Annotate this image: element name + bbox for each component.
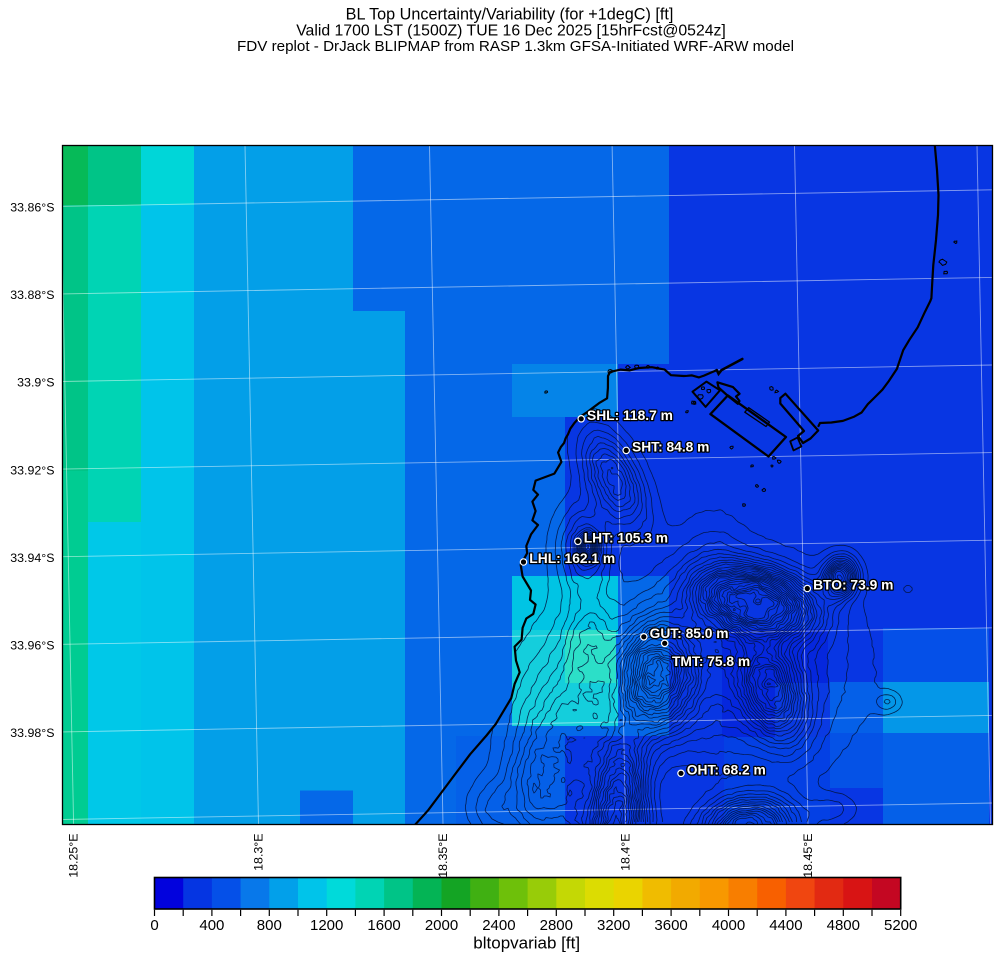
svg-text:SHL: 118.7 m: SHL: 118.7 m: [587, 408, 673, 423]
svg-text:33.86°S: 33.86°S: [10, 201, 54, 215]
svg-text:LHT: 105.3 m: LHT: 105.3 m: [584, 530, 668, 545]
svg-text:BTO: 73.9 m: BTO: 73.9 m: [813, 578, 893, 593]
svg-text:2000: 2000: [425, 917, 458, 934]
svg-text:LHL: 162.1 m: LHL: 162.1 m: [529, 551, 615, 566]
svg-text:LHT: 105.3 m: LHT: 105.3 m: [584, 530, 668, 545]
svg-text:18.35°E: 18.35°E: [436, 834, 450, 878]
svg-text:0: 0: [150, 917, 158, 934]
svg-text:5200: 5200: [884, 917, 917, 934]
svg-text:33.9°S: 33.9°S: [17, 376, 54, 390]
svg-text:800: 800: [257, 917, 282, 934]
svg-text:SHL: 118.7 m: SHL: 118.7 m: [587, 408, 673, 423]
svg-text:LHL: 162.1 m: LHL: 162.1 m: [529, 551, 615, 566]
svg-text:33.94°S: 33.94°S: [10, 551, 54, 565]
svg-text:4800: 4800: [827, 917, 860, 934]
svg-text:OHT: 68.2 m: OHT: 68.2 m: [687, 762, 766, 777]
svg-text:4000: 4000: [712, 917, 745, 934]
svg-text:bltopvariab [ft]: bltopvariab [ft]: [473, 934, 580, 953]
svg-text:FDV replot - DrJack BLIPMAP fr: FDV replot - DrJack BLIPMAP from RASP 1.…: [237, 38, 794, 55]
svg-text:3200: 3200: [597, 917, 630, 934]
svg-text:1600: 1600: [367, 917, 400, 934]
svg-text:18.3°E: 18.3°E: [252, 834, 266, 871]
svg-text:BTO: 73.9 m: BTO: 73.9 m: [813, 578, 893, 593]
svg-text:33.88°S: 33.88°S: [10, 288, 54, 302]
svg-text:1200: 1200: [310, 917, 343, 934]
svg-text:SHT: 84.8 m: SHT: 84.8 m: [632, 439, 709, 454]
svg-text:Valid 1700 LST (1500Z) TUE 16: Valid 1700 LST (1500Z) TUE 16 Dec 2025 […: [296, 23, 726, 40]
svg-text:18.45°E: 18.45°E: [801, 834, 815, 878]
svg-text:SHT: 84.8 m: SHT: 84.8 m: [632, 439, 709, 454]
svg-text:18.4°E: 18.4°E: [619, 834, 633, 871]
svg-text:OHT: 68.2 m: OHT: 68.2 m: [687, 762, 766, 777]
svg-text:4400: 4400: [769, 917, 802, 934]
svg-text:2400: 2400: [482, 917, 515, 934]
svg-text:18.25°E: 18.25°E: [67, 834, 81, 878]
svg-text:3600: 3600: [654, 917, 687, 934]
svg-text:GUT: 85.0 m: GUT: 85.0 m: [650, 626, 729, 641]
svg-text:33.98°S: 33.98°S: [10, 726, 54, 740]
svg-text:33.92°S: 33.92°S: [10, 463, 54, 477]
svg-text:400: 400: [199, 917, 224, 934]
svg-text:TMT: 75.8 m: TMT: 75.8 m: [672, 654, 750, 669]
svg-text:TMT: 75.8 m: TMT: 75.8 m: [672, 654, 750, 669]
svg-text:2800: 2800: [540, 917, 573, 934]
svg-text:GUT: 85.0 m: GUT: 85.0 m: [650, 626, 729, 641]
svg-text:33.96°S: 33.96°S: [10, 639, 54, 653]
svg-text:BL Top Uncertainty/Variability: BL Top Uncertainty/Variability (for +1de…: [346, 6, 674, 24]
